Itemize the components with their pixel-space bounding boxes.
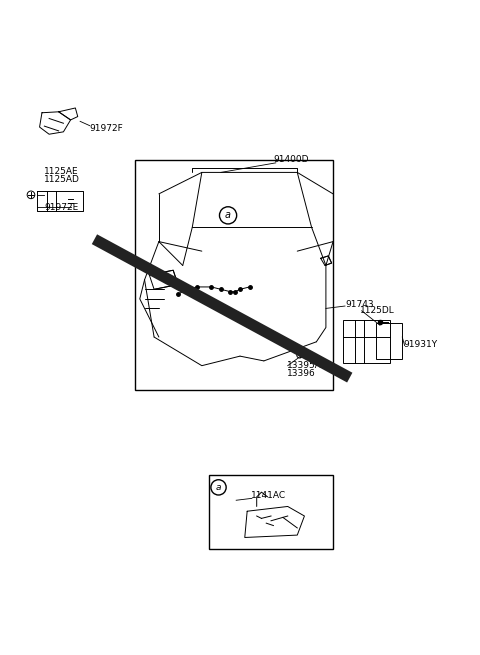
- Text: 91931Y: 91931Y: [403, 340, 437, 349]
- Text: 91972F: 91972F: [90, 124, 123, 132]
- Bar: [209, 476, 333, 550]
- Text: 13395A: 13395A: [287, 361, 322, 370]
- Text: 1141AC: 1141AC: [251, 491, 286, 500]
- Text: 1125AE: 1125AE: [44, 167, 79, 176]
- Bar: [376, 323, 402, 358]
- Text: 1125AD: 1125AD: [44, 175, 80, 183]
- Text: 91743: 91743: [345, 300, 373, 309]
- Text: 91972E: 91972E: [44, 203, 79, 212]
- Text: 13396: 13396: [287, 369, 315, 378]
- Bar: [343, 320, 390, 364]
- Bar: [135, 160, 333, 390]
- Text: 1125DL: 1125DL: [360, 306, 395, 315]
- Text: a: a: [216, 483, 221, 492]
- Text: 91400D: 91400D: [274, 155, 309, 164]
- Text: a: a: [225, 210, 231, 220]
